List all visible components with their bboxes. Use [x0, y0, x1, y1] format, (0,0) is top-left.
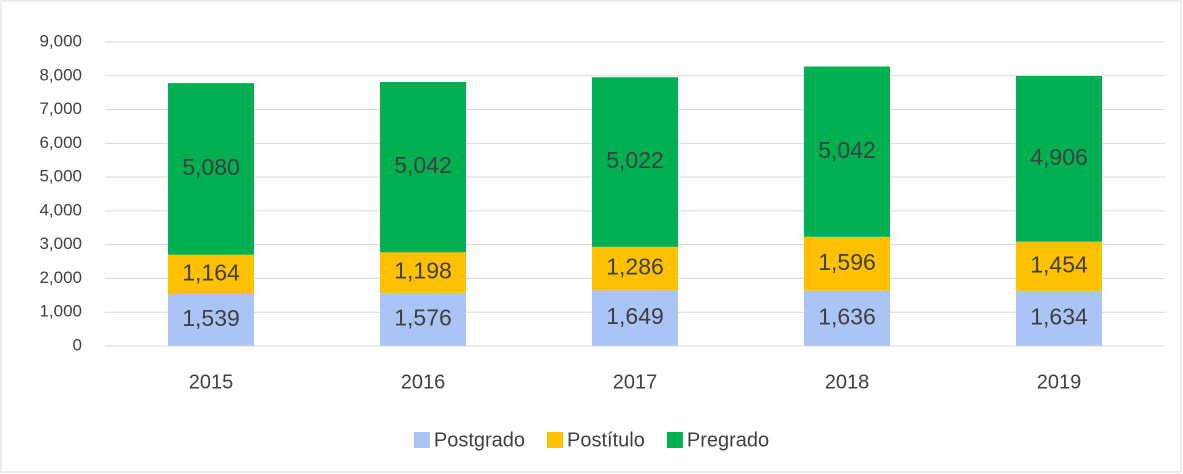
legend-label: Pregrado [687, 429, 769, 451]
data-label: 1,649 [606, 303, 664, 329]
legend-swatch [666, 432, 683, 448]
data-label: 4,906 [1030, 144, 1088, 170]
legend-swatch [413, 432, 430, 448]
data-label: 1,576 [394, 304, 452, 330]
data-label: 5,042 [818, 137, 876, 163]
bar-segment [380, 81, 466, 253]
y-tick-label: 8,000 [39, 65, 82, 84]
legend-label: Postgrado [434, 429, 525, 451]
y-tick-label: 7,000 [39, 99, 82, 118]
data-label: 1,636 [818, 303, 876, 329]
data-label: 5,042 [394, 152, 452, 178]
bar-segment [1016, 241, 1102, 291]
y-tick-label: 0 [73, 335, 82, 354]
y-tick-label: 3,000 [39, 234, 82, 253]
bar-segment [380, 252, 466, 293]
x-tick-label: 2018 [825, 371, 870, 393]
data-label: 1,596 [818, 249, 876, 275]
data-label: 1,539 [182, 305, 240, 331]
y-tick-label: 5,000 [39, 167, 82, 186]
x-tick-label: 2017 [613, 371, 658, 393]
bar-segment [592, 290, 678, 346]
y-tick-label: 6,000 [39, 133, 82, 152]
bar-segment [804, 66, 890, 237]
data-label: 1,286 [606, 254, 664, 280]
bar-segment [1016, 290, 1102, 346]
bar-segment [804, 236, 890, 291]
bar-segment [380, 292, 466, 346]
y-tick-label: 4,000 [39, 200, 82, 219]
bar-segment [592, 246, 678, 291]
data-label: 1,164 [182, 259, 240, 285]
bar-segment [592, 77, 678, 247]
y-tick-label: 1,000 [39, 302, 82, 321]
data-label: 1,198 [394, 258, 452, 284]
x-tick-label: 2015 [189, 371, 234, 393]
data-label: 1,454 [1030, 251, 1088, 277]
x-tick-label: 2016 [401, 371, 446, 393]
bar-segment [168, 294, 254, 346]
bar-segment [1016, 75, 1102, 242]
legend-swatch [547, 432, 564, 448]
data-label: 5,080 [182, 154, 240, 180]
bar-segment [168, 254, 254, 295]
y-tick-label: 9,000 [39, 31, 82, 50]
bar-segment [804, 290, 890, 346]
data-label: 1,634 [1030, 303, 1088, 329]
data-label: 5,022 [606, 147, 664, 173]
y-tick-label: 2,000 [39, 268, 82, 287]
bar-segment [168, 83, 254, 255]
legend-label: Postítulo [567, 429, 645, 451]
x-tick-label: 2019 [1037, 371, 1082, 393]
